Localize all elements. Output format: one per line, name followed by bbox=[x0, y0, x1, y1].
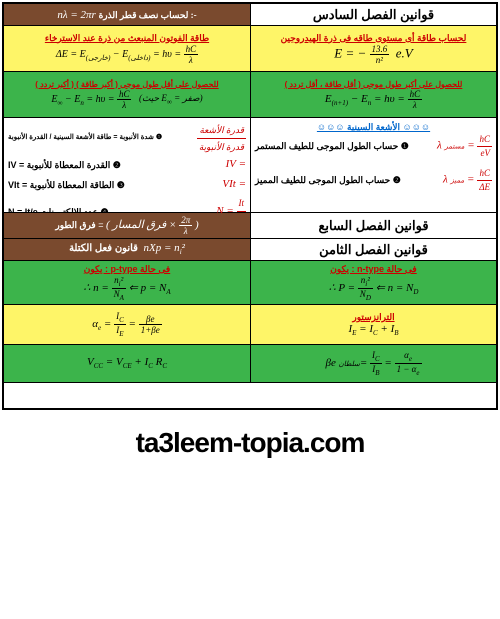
min-wave-formula: E∞ − En = hυ = hCλ (حيث E∞ = صفر) bbox=[51, 89, 202, 110]
beta-formula: βe سلطان= ICIB = αe1 − αe bbox=[325, 350, 421, 377]
ch8-alpha: αe = ICIE = βe1+βe bbox=[4, 305, 250, 344]
ie-formula: IE = IC + IB bbox=[348, 323, 398, 337]
vcc-formula: VCC = VCE + IC RC bbox=[87, 356, 167, 370]
ch6-photon: طاقة الفوتون المنبعث من ذرة عند الاسترخا… bbox=[4, 26, 250, 71]
alpha-formula: αe = ICIE = βe1+βe bbox=[92, 311, 162, 338]
ch6-hydrogen: لحساب طاقة أى مستوى طاقه فى ذرة الهيدروج… bbox=[250, 26, 496, 71]
ch8-ptype: فى حالة p-type : يكون ∴ n = ni²NA ⇐ p = … bbox=[4, 261, 250, 304]
formula-sheet: قوانين الفصل السادس nλ = 2πr لحساب نصف ق… bbox=[2, 2, 498, 410]
ch7-formula: ( 2πλ × فرق المسار ) = فرق الطور bbox=[4, 213, 250, 238]
ch8-vcc: VCC = VCE + IC RC bbox=[4, 345, 250, 382]
ntype-formula: ∴ P = ni²ND ⇐ n = ND bbox=[329, 275, 419, 302]
watermark: ta3leem-topia.com bbox=[0, 412, 500, 474]
ptype-formula: ∴ n = ni²NA ⇐ p = NA bbox=[83, 275, 170, 302]
ch6-min-wave: للحصول على أقل طول موجى ( أكبر طاقة ) ( … bbox=[4, 72, 250, 117]
ch7-title: قوانين الفصل السابع bbox=[250, 213, 496, 238]
ch8-transistor: الترانزستور IE = IC + IB bbox=[250, 305, 496, 344]
max-wave-formula: E(n+1) − En = hυ = hCλ bbox=[325, 89, 422, 110]
ch6-max-wave: للحصول على أكبر طول موجى ( أقل طاقة ، أق… bbox=[250, 72, 496, 117]
ch8-ntype: فى حالة n-type : يكون ∴ P = ni²ND ⇐ n = … bbox=[250, 261, 496, 304]
spacer bbox=[4, 383, 496, 408]
ch8-beta: βe سلطان= ICIB = αe1 − αe bbox=[250, 345, 496, 382]
ch8-mass-action: nXp = ni² قانون فعل الكتلة bbox=[4, 239, 250, 260]
photon-formula: ΔE = E(خارجى) − E(داخلى) = hυ = hCλ bbox=[56, 44, 198, 65]
ch6-xray-left: قدرة الأشعةقدرة الأنبوبة❶ شدة الأنبوبة =… bbox=[4, 118, 250, 212]
hydrogen-formula: E = − 13.6n² e.V bbox=[334, 44, 412, 65]
ch6-xray-right: ☺☺☺ الأشعة السينية ☺☺☺ λ مستمر = hCeV❶ ح… bbox=[250, 118, 496, 212]
ch8-title: قوانين الفصل الثامن bbox=[250, 239, 496, 260]
ch6-row1-left: nλ = 2πr لحساب نصف قطر الذرة :- bbox=[4, 4, 250, 25]
ch6-title: قوانين الفصل السادس bbox=[250, 4, 496, 25]
